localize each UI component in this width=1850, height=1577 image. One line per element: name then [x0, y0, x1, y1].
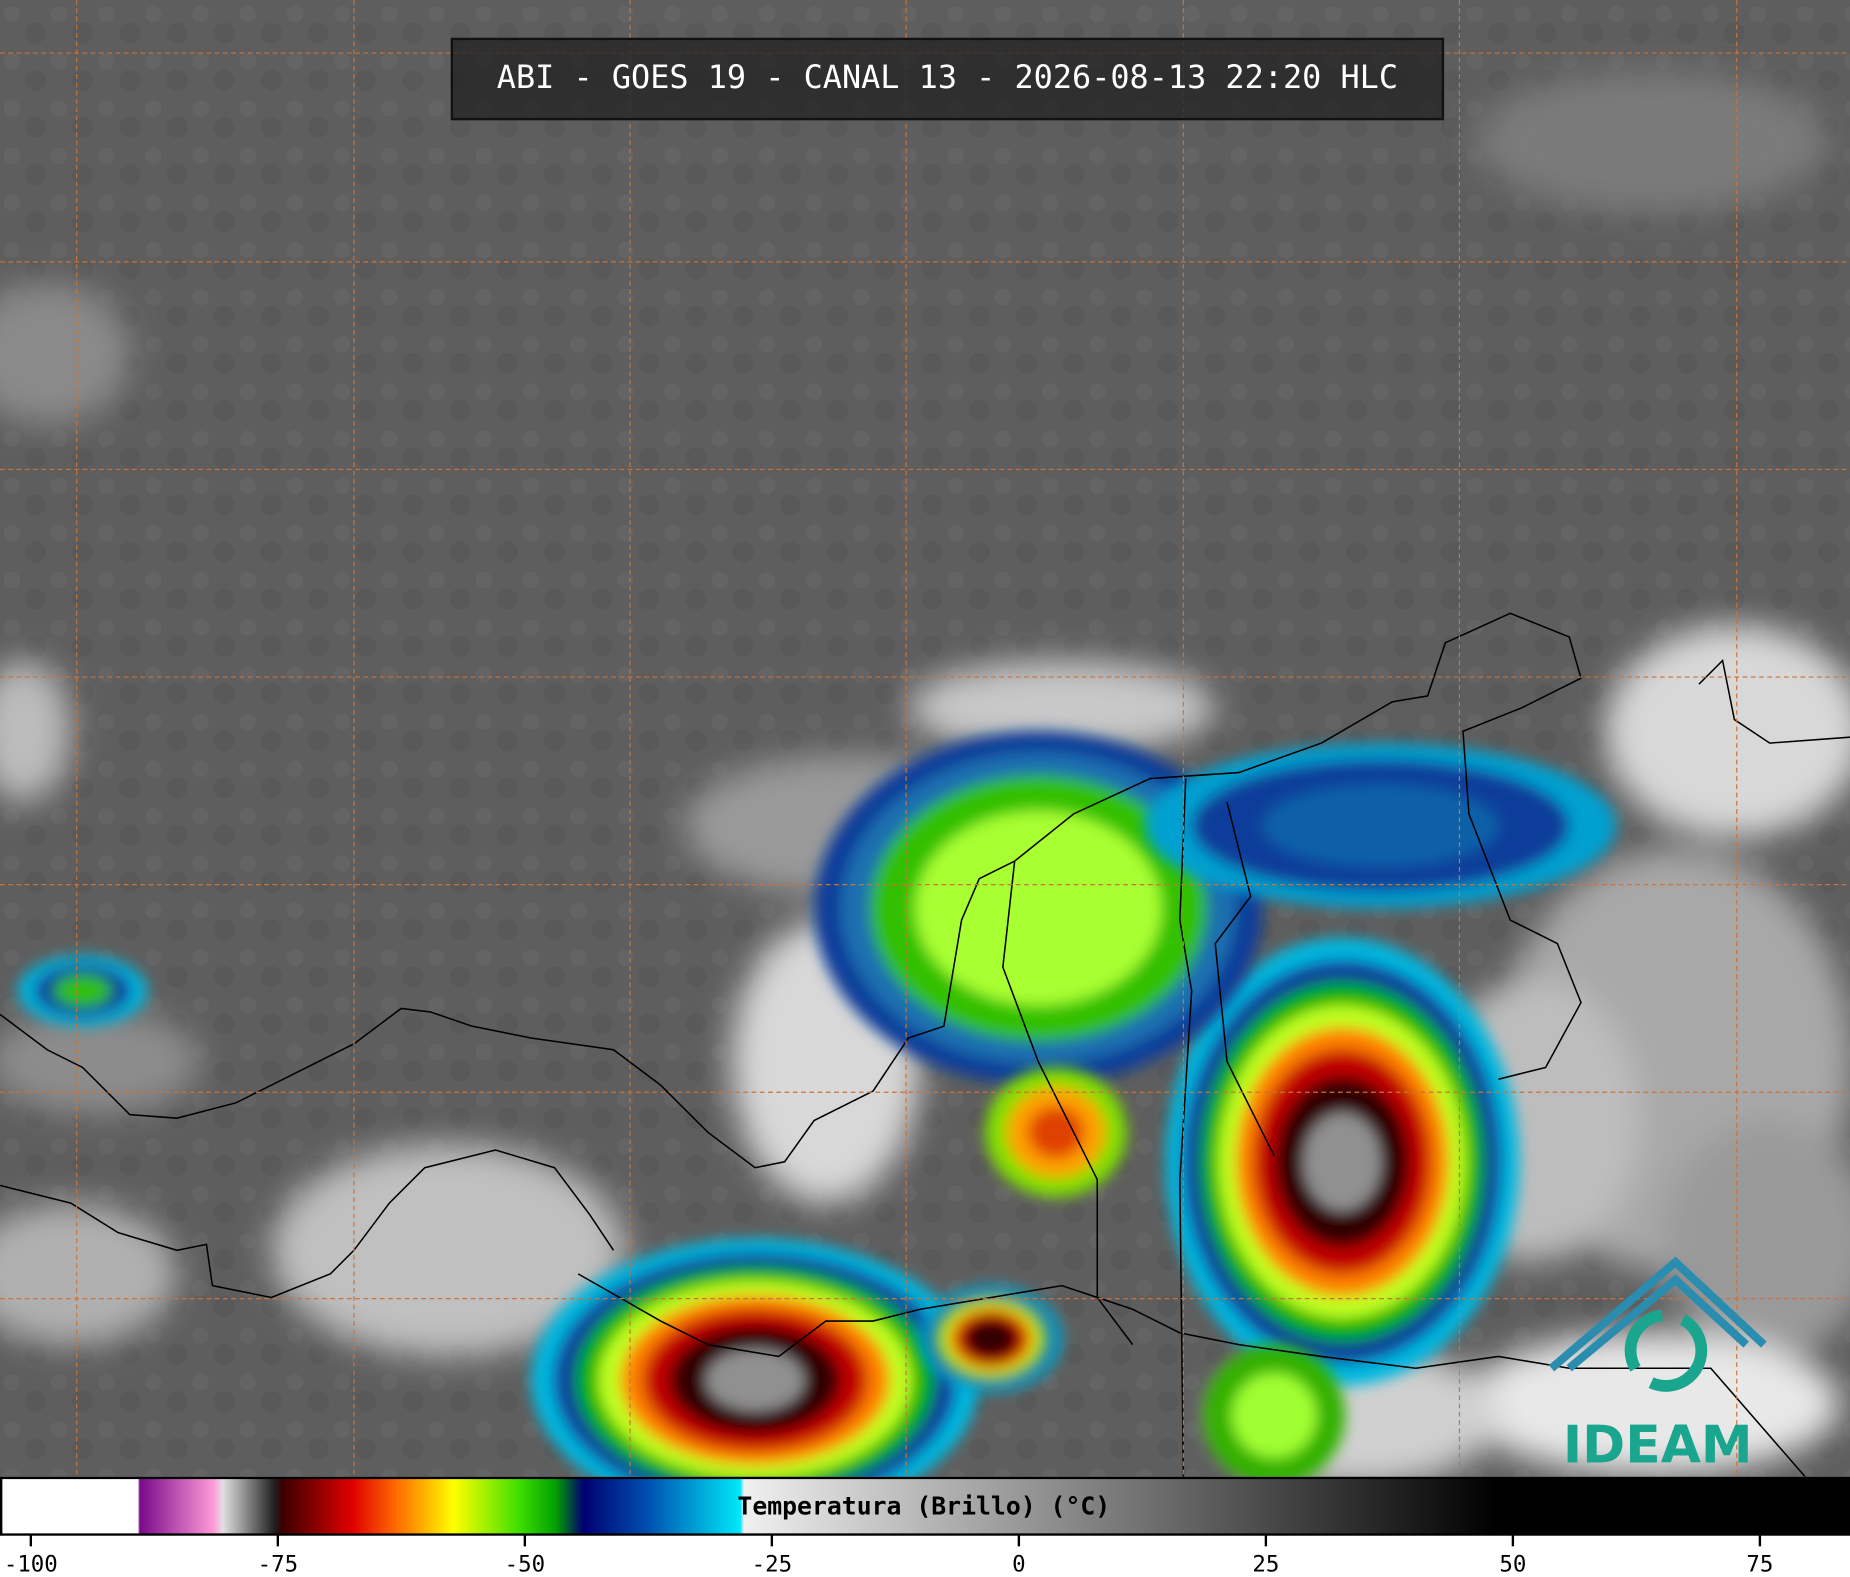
colorbar-tick-label: -25 [752, 1552, 792, 1577]
colorbar-label: Temperatura (Brillo) (°C) [737, 1491, 1110, 1520]
cloud [0, 1008, 201, 1115]
colorbar [0, 1476, 1850, 1536]
cloud [0, 660, 71, 803]
title: ABI - GOES 19 - CANAL 13 - 2026-08-13 22… [497, 58, 1398, 96]
storm-cell [1144, 743, 1617, 909]
colorbar-ticks: -100 -75 -50 -25 0 25 50 75 [4, 1534, 1773, 1577]
colorbar-tick-label: -75 [258, 1552, 298, 1577]
storm-cell [1203, 1344, 1346, 1487]
storm-layer [1262, 784, 1499, 867]
colorbar-tick-label: -100 [4, 1552, 58, 1577]
logo-roof [1548, 1256, 1767, 1372]
storm-cell [17, 955, 148, 1027]
coastlines [0, 612, 1850, 1478]
storm-layer [1027, 1106, 1085, 1159]
colorbar-tick-label: 50 [1499, 1552, 1526, 1577]
storms [17, 731, 1617, 1522]
logo-text: IDEAM [1563, 1415, 1753, 1475]
graticule [0, 0, 1850, 1477]
title-box [450, 37, 1445, 121]
storm-layer [964, 1318, 1018, 1359]
storm-cell [985, 1067, 1127, 1198]
colorbar-tick-label: 25 [1252, 1552, 1279, 1577]
cloud [1604, 625, 1850, 838]
storm-layer [1303, 1112, 1382, 1212]
cloud [0, 1203, 177, 1345]
colorbar-tick-label: 0 [1012, 1552, 1026, 1577]
storm-layer [705, 1348, 805, 1412]
cloud [908, 660, 1216, 755]
storm-layer [914, 810, 1162, 1006]
cloud [271, 1144, 626, 1357]
storm-layer [1231, 1372, 1317, 1458]
storm-layer [53, 974, 112, 1007]
cloud [0, 283, 130, 425]
colorbar-tick-label: -50 [505, 1552, 545, 1577]
storm-cell [920, 1285, 1062, 1392]
colorbar-tick-label: 75 [1746, 1552, 1773, 1577]
cloud [1474, 70, 1829, 213]
logo-swirl [1624, 1309, 1708, 1392]
storm-cell [1165, 937, 1520, 1386]
